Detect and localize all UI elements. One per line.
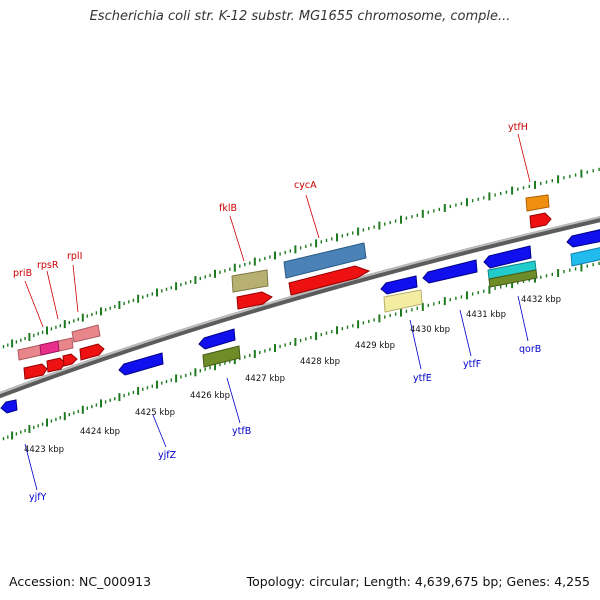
gene-label-forward[interactable]: cycA xyxy=(294,180,317,191)
kbp-label: 4424 kbp xyxy=(80,427,120,437)
kbp-label: 4426 kbp xyxy=(190,391,230,401)
forward-tick-row xyxy=(0,167,600,350)
kbp-label: 4428 kbp xyxy=(300,357,340,367)
gene-features xyxy=(0,194,600,414)
ruler-labels: 4423 kbp 4424 kbp 4425 kbp 4426 kbp 4427… xyxy=(24,295,561,455)
gene-label-forward[interactable]: priB xyxy=(13,268,32,279)
kbp-label: 4427 kbp xyxy=(245,374,285,384)
gene-feature[interactable] xyxy=(288,265,371,296)
forward-leader-lines xyxy=(24,133,531,328)
gene-feature[interactable] xyxy=(0,399,18,414)
gene-feature[interactable] xyxy=(39,340,60,356)
gene-feature[interactable] xyxy=(525,194,550,212)
gene-feature[interactable] xyxy=(202,345,241,368)
gene-feature[interactable] xyxy=(46,357,66,373)
gene-feature[interactable] xyxy=(231,269,269,293)
chromosome-backbone-highlight xyxy=(0,216,600,395)
kbp-label: 4431 kbp xyxy=(466,310,506,320)
gene-feature[interactable] xyxy=(71,324,101,343)
gene-label-reverse[interactable]: ytfB xyxy=(232,426,251,437)
kbp-label: 4425 kbp xyxy=(135,408,175,418)
gene-feature[interactable] xyxy=(118,352,164,376)
kbp-label: 4432 kbp xyxy=(521,295,561,305)
chromosome-backbone xyxy=(0,216,600,399)
reverse-leader-lines xyxy=(24,295,529,491)
gene-feature[interactable] xyxy=(566,229,600,248)
gene-feature[interactable] xyxy=(488,269,538,288)
gene-feature[interactable] xyxy=(23,363,48,380)
gene-label-reverse[interactable]: yjfZ xyxy=(158,450,177,461)
kbp-label: 4429 kbp xyxy=(355,341,395,351)
gene-label-forward[interactable]: fklB xyxy=(219,203,237,214)
gene-label-forward[interactable]: rpsR xyxy=(37,260,59,271)
gene-label-forward[interactable]: rplI xyxy=(67,251,82,262)
map-title: Escherichia coli str. K-12 substr. MG165… xyxy=(89,9,511,24)
reverse-gene-labels: yjfY yjfZ ytfB ytfE ytfF qorB xyxy=(29,344,541,503)
gene-label-reverse[interactable]: ytfF xyxy=(463,359,481,370)
gene-feature[interactable] xyxy=(380,275,418,295)
gene-feature[interactable] xyxy=(283,242,367,279)
gene-label-forward[interactable]: ytfH xyxy=(508,122,528,133)
gene-feature[interactable] xyxy=(483,245,532,269)
gene-label-reverse[interactable]: ytfE xyxy=(413,373,432,384)
topology-summary: Topology: circular; Length: 4,639,675 bp… xyxy=(246,574,590,589)
gene-feature[interactable] xyxy=(236,291,273,310)
kbp-label: 4430 kbp xyxy=(410,325,450,335)
gene-feature[interactable] xyxy=(79,343,105,361)
kbp-label: 4423 kbp xyxy=(24,445,64,455)
forward-gene-labels: priB rpsR rplI fklB cycA ytfH xyxy=(13,122,528,279)
gene-feature[interactable] xyxy=(383,289,423,313)
gene-label-reverse[interactable]: yjfY xyxy=(29,492,47,503)
gene-feature[interactable] xyxy=(422,259,478,284)
gene-label-reverse[interactable]: qorB xyxy=(519,344,541,355)
gene-feature[interactable] xyxy=(198,328,236,350)
reverse-tick-row xyxy=(0,261,600,442)
gene-feature[interactable] xyxy=(570,247,600,267)
accession-text: Accession: NC_000913 xyxy=(9,574,152,589)
gene-feature[interactable] xyxy=(62,353,78,367)
gene-feature[interactable] xyxy=(529,212,552,229)
